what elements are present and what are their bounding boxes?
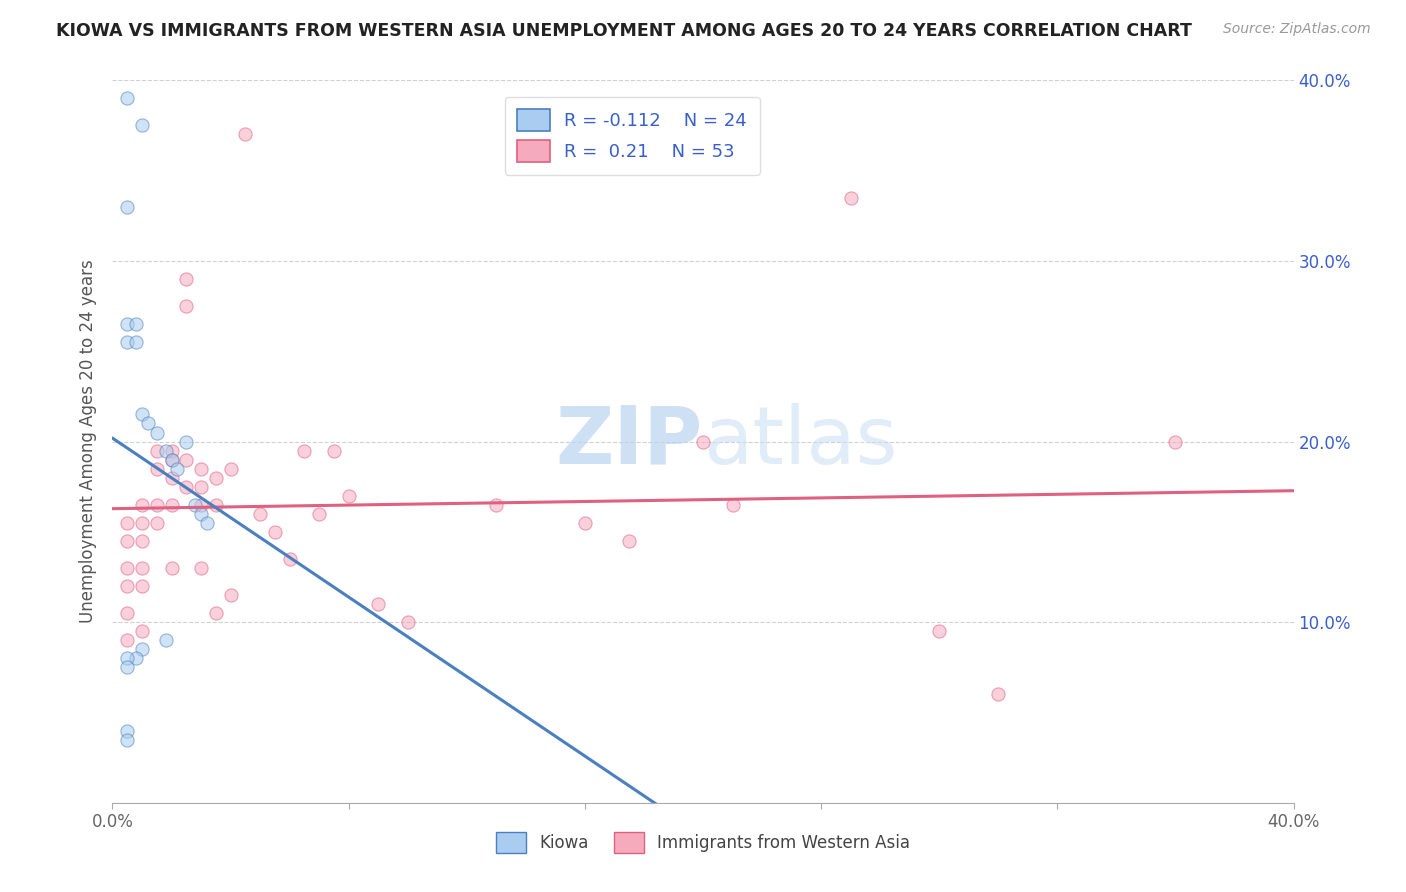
Point (721, 498, 744, 512)
Point (174, 434, 197, 449)
Point (160, 452, 183, 467)
Point (131, 642, 153, 657)
Text: Source: ZipAtlas.com: Source: ZipAtlas.com (1223, 22, 1371, 37)
Point (219, 461, 242, 475)
Point (131, 561, 153, 575)
Point (174, 272, 197, 286)
Point (174, 480, 197, 494)
Point (692, 434, 714, 449)
Point (190, 507, 212, 521)
Point (136, 417, 159, 431)
Point (117, 200, 138, 214)
Point (205, 498, 228, 512)
Point (131, 624, 153, 639)
Point (117, 561, 138, 575)
Text: KIOWA VS IMMIGRANTS FROM WESTERN ASIA UNEMPLOYMENT AMONG AGES 20 TO 24 YEARS COR: KIOWA VS IMMIGRANTS FROM WESTERN ASIA UN… (56, 22, 1192, 40)
Legend: Kiowa, Immigrants from Western Asia: Kiowa, Immigrants from Western Asia (489, 826, 917, 860)
Point (205, 471, 228, 485)
Point (117, 633, 138, 648)
Point (146, 443, 169, 458)
Point (323, 443, 346, 458)
Point (146, 425, 169, 440)
Point (166, 461, 188, 475)
Point (205, 606, 228, 620)
Point (928, 624, 950, 639)
Point (367, 597, 389, 611)
Point (131, 516, 153, 530)
Point (219, 588, 242, 602)
Point (174, 452, 197, 467)
Point (117, 317, 138, 331)
Point (117, 651, 138, 665)
Point (131, 498, 153, 512)
Point (1164, 434, 1187, 449)
Point (396, 615, 419, 630)
Point (249, 507, 271, 521)
Point (619, 533, 641, 548)
Point (190, 561, 212, 575)
Point (131, 533, 153, 548)
Point (184, 498, 207, 512)
Point (117, 91, 138, 105)
Point (146, 516, 169, 530)
Point (117, 660, 138, 674)
Point (117, 516, 138, 530)
Point (117, 579, 138, 593)
Point (195, 516, 218, 530)
Point (160, 561, 183, 575)
Text: atlas: atlas (703, 402, 897, 481)
Point (987, 687, 1010, 701)
Text: ZIP: ZIP (555, 402, 703, 481)
Point (278, 552, 301, 566)
Point (190, 498, 212, 512)
Point (160, 443, 183, 458)
Point (125, 335, 148, 350)
Point (308, 507, 330, 521)
Point (160, 471, 183, 485)
Point (146, 461, 169, 475)
Point (117, 606, 138, 620)
Point (337, 489, 360, 503)
Point (131, 119, 153, 133)
Point (160, 452, 183, 467)
Point (125, 651, 148, 665)
Point (131, 579, 153, 593)
Point (233, 128, 256, 142)
Point (131, 408, 153, 422)
Point (174, 299, 197, 313)
Point (485, 498, 508, 512)
Y-axis label: Unemployment Among Ages 20 to 24 years: Unemployment Among Ages 20 to 24 years (79, 260, 97, 624)
Point (190, 480, 212, 494)
Point (292, 443, 315, 458)
Point (117, 723, 138, 738)
Point (117, 533, 138, 548)
Point (155, 633, 177, 648)
Point (125, 317, 148, 331)
Point (117, 732, 138, 747)
Point (574, 516, 596, 530)
Point (155, 443, 177, 458)
Point (264, 524, 287, 539)
Point (117, 335, 138, 350)
Point (146, 498, 169, 512)
Point (190, 461, 212, 475)
Point (160, 498, 183, 512)
Point (839, 191, 862, 205)
